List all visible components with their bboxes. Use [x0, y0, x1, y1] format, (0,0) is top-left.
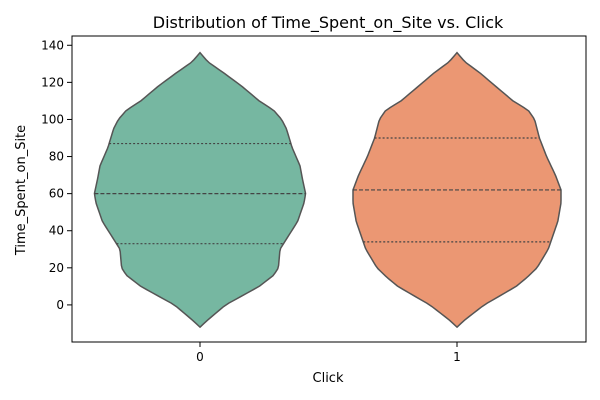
x-axis-label: Click	[313, 371, 344, 386]
violins	[93, 51, 562, 329]
y-tick-label-140: 140	[41, 38, 64, 52]
x-tick-label-1: 1	[453, 350, 461, 364]
x-tick-label-0: 0	[196, 350, 204, 364]
y-tick-label-0: 0	[56, 298, 64, 312]
y-tick-label-60: 60	[49, 187, 64, 201]
violin-body-0	[93, 51, 307, 329]
y-axis: 0 20 40 60 80 100 120 140	[41, 38, 72, 312]
y-tick-label-120: 120	[41, 75, 64, 89]
chart-title: Distribution of Time_Spent_on_Site vs. C…	[153, 13, 504, 33]
y-axis-label: Time_Spent_on_Site	[14, 125, 29, 256]
plot-frame	[71, 35, 587, 343]
y-tick-label-20: 20	[49, 261, 64, 275]
y-tick-label-100: 100	[41, 112, 64, 126]
violin-0	[93, 51, 307, 329]
y-tick-label-80: 80	[49, 150, 64, 164]
y-tick-label-40: 40	[49, 224, 64, 238]
violin-1	[352, 51, 562, 329]
